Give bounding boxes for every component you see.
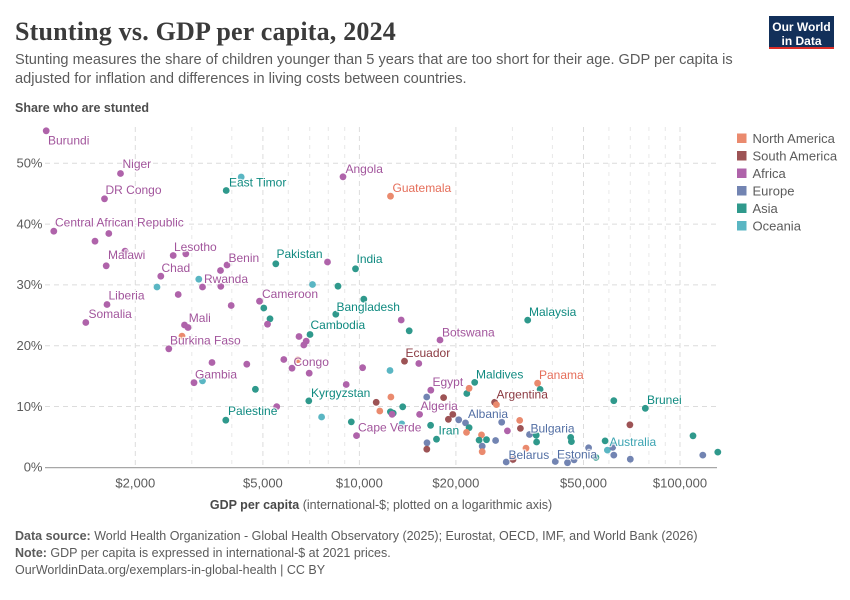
svg-text:Mali: Mali [189, 311, 211, 325]
svg-text:20%: 20% [16, 338, 42, 353]
svg-text:$5,000: $5,000 [243, 476, 283, 491]
svg-text:$100,000: $100,000 [653, 476, 707, 491]
svg-text:Algeria: Algeria [421, 399, 459, 413]
svg-text:Egypt: Egypt [433, 375, 464, 389]
svg-text:Rwanda: Rwanda [204, 272, 248, 286]
svg-text:Bangladesh: Bangladesh [337, 300, 400, 314]
svg-text:Africa: Africa [753, 166, 787, 181]
svg-text:Benin: Benin [229, 251, 260, 265]
svg-text:India: India [357, 252, 383, 266]
svg-text:Panama: Panama [539, 368, 584, 382]
svg-text:Cameroon: Cameroon [262, 287, 318, 301]
svg-text:Burundi: Burundi [48, 134, 89, 148]
svg-text:Palestine: Palestine [228, 404, 278, 418]
svg-text:Ecuador: Ecuador [406, 346, 451, 360]
svg-text:$50,000: $50,000 [560, 476, 607, 491]
svg-text:Oceania: Oceania [753, 218, 802, 233]
svg-text:Albania: Albania [468, 407, 508, 421]
svg-text:Congo: Congo [294, 355, 330, 369]
svg-text:Malawi: Malawi [108, 248, 145, 262]
svg-text:Liberia: Liberia [109, 289, 145, 303]
svg-text:Cambodia: Cambodia [311, 318, 366, 332]
svg-text:Guatemala: Guatemala [393, 181, 452, 195]
svg-text:$20,000: $20,000 [432, 476, 479, 491]
svg-text:Europe: Europe [753, 183, 795, 198]
svg-text:10%: 10% [16, 399, 42, 414]
svg-text:0%: 0% [24, 460, 43, 475]
svg-text:Chad: Chad [162, 261, 191, 275]
svg-text:Central African Republic: Central African Republic [55, 216, 184, 230]
svg-text:Asia: Asia [753, 201, 779, 216]
svg-text:GDP per capita (international-: GDP per capita (international-$; plotted… [210, 498, 552, 512]
svg-text:Somalia: Somalia [89, 307, 133, 321]
svg-text:Estonia: Estonia [557, 447, 597, 461]
svg-text:Angola: Angola [346, 162, 384, 176]
svg-text:Niger: Niger [123, 157, 152, 171]
svg-text:40%: 40% [16, 216, 42, 231]
svg-text:Argentina: Argentina [497, 387, 549, 401]
svg-text:Bulgaria: Bulgaria [531, 421, 575, 435]
svg-text:Pakistan: Pakistan [277, 247, 323, 261]
svg-text:DR Congo: DR Congo [106, 183, 162, 197]
svg-text:Botswana: Botswana [442, 325, 495, 339]
svg-text:Australia: Australia [610, 435, 657, 449]
svg-text:Malaysia: Malaysia [529, 305, 577, 319]
svg-text:North America: North America [753, 131, 836, 146]
svg-text:East Timor: East Timor [229, 176, 286, 190]
svg-text:Brunei: Brunei [647, 393, 682, 407]
svg-text:Lesotho: Lesotho [174, 240, 217, 254]
svg-text:Maldives: Maldives [476, 367, 523, 381]
svg-text:30%: 30% [16, 277, 42, 292]
svg-text:Belarus: Belarus [509, 448, 550, 462]
svg-text:$2,000: $2,000 [115, 476, 155, 491]
svg-text:Iran: Iran [439, 423, 460, 437]
svg-text:Cape Verde: Cape Verde [358, 421, 422, 435]
svg-text:Kyrgyzstan: Kyrgyzstan [311, 386, 370, 400]
svg-text:50%: 50% [16, 156, 42, 171]
svg-text:Burkina Faso: Burkina Faso [170, 334, 241, 348]
svg-text:South America: South America [753, 148, 838, 163]
svg-text:Gambia: Gambia [195, 368, 237, 382]
svg-text:$10,000: $10,000 [336, 476, 383, 491]
